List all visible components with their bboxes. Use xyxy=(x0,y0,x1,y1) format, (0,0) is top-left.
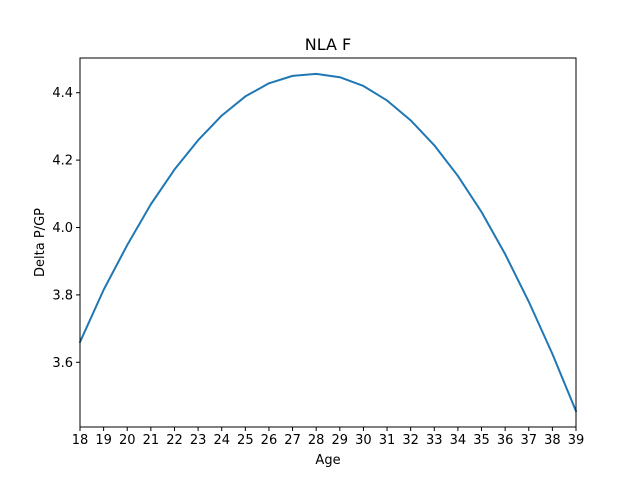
x-tick-label: 19 xyxy=(95,433,112,448)
x-tick-label: 21 xyxy=(143,433,160,448)
x-tick-label: 26 xyxy=(261,433,278,448)
y-tick-label: 3.8 xyxy=(52,288,73,303)
x-tick-label: 35 xyxy=(473,433,490,448)
x-tick-label: 32 xyxy=(402,433,419,448)
x-axis: 18 19 20 21 22 23 24 25 26 27 28 29 30 31 32 33 34 35 36 37… xyxy=(72,427,585,448)
y-tick-label: 4.0 xyxy=(52,221,73,236)
x-tick-label: 34 xyxy=(450,433,467,448)
x-tick-label: 30 xyxy=(355,433,372,448)
series-line-0 xyxy=(79,72,577,413)
x-tick-label: 31 xyxy=(379,433,396,448)
y-tick-label: 3.6 xyxy=(52,356,73,371)
x-tick-label: 37 xyxy=(520,433,537,448)
y-axis: 3.6 3.8 4.0 4.2 4.4 xyxy=(52,86,80,371)
x-tick-label: 25 xyxy=(237,433,254,448)
x-tick-label: 24 xyxy=(213,433,230,448)
x-tick-label: 29 xyxy=(332,433,349,448)
x-tick-label: 28 xyxy=(308,433,325,448)
y-axis-label: Delta P/GP xyxy=(33,208,48,277)
plot-frame xyxy=(79,57,577,428)
x-tick-label: 18 xyxy=(72,433,89,448)
x-tick-label: 33 xyxy=(426,433,443,448)
x-tick-label: 27 xyxy=(284,433,301,448)
y-tick-label: 4.4 xyxy=(52,86,73,101)
x-tick-label: 23 xyxy=(190,433,207,448)
chart-title: NLA F xyxy=(305,35,351,54)
x-tick-label: 39 xyxy=(568,433,585,448)
plot-area xyxy=(79,72,577,413)
y-tick-label: 4.2 xyxy=(52,154,73,169)
x-tick-label: 22 xyxy=(166,433,183,448)
x-axis-label: Age xyxy=(315,453,340,468)
x-tick-label: 20 xyxy=(119,433,136,448)
x-tick-label: 36 xyxy=(497,433,514,448)
x-tick-label: 38 xyxy=(544,433,561,448)
